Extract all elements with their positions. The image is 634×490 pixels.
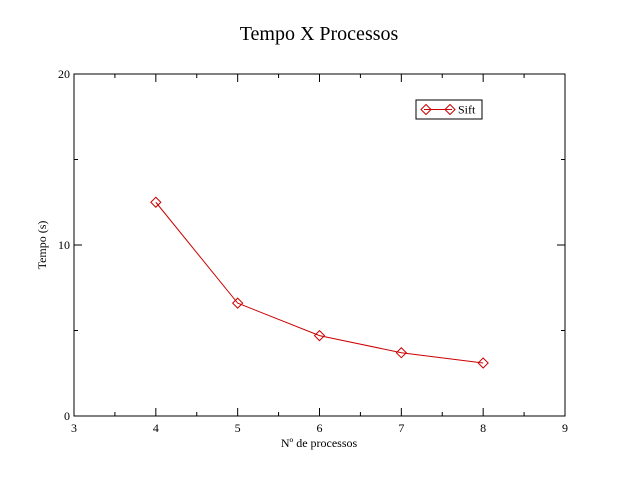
chart-title: Tempo X Processos xyxy=(240,23,399,45)
y-tick-label: 0 xyxy=(64,409,70,423)
series-line xyxy=(155,201,484,364)
legend-marker xyxy=(444,103,456,116)
y-tick-label: 20 xyxy=(58,67,70,81)
y-tick-label: 10 xyxy=(58,238,70,252)
data-point-marker xyxy=(231,297,244,309)
data-point-marker xyxy=(313,329,326,342)
series-layer xyxy=(150,196,489,369)
x-tick-label: 7 xyxy=(398,421,404,435)
x-tick-label: 9 xyxy=(562,421,568,435)
legend-label: Sift xyxy=(458,103,476,117)
x-tick-label: 5 xyxy=(235,421,241,435)
y-axis-label: Tempo (s) xyxy=(35,221,49,270)
plot-frame xyxy=(73,73,566,417)
x-axis-label: Nº de processos xyxy=(281,436,358,450)
x-tick-label: 4 xyxy=(153,421,159,435)
plot-area xyxy=(73,73,566,417)
data-point-marker xyxy=(150,196,162,208)
data-point-marker xyxy=(395,347,408,359)
axis-ticks: 3 4 5 6 7 8 9 0 10 20 xyxy=(58,67,568,435)
legend: Sift xyxy=(415,99,483,120)
x-tick-label: 6 xyxy=(317,421,323,435)
x-tick-label: 3 xyxy=(71,421,77,435)
x-tick-label: 8 xyxy=(480,421,486,435)
legend-marker xyxy=(420,103,432,116)
data-point-marker xyxy=(477,357,489,369)
